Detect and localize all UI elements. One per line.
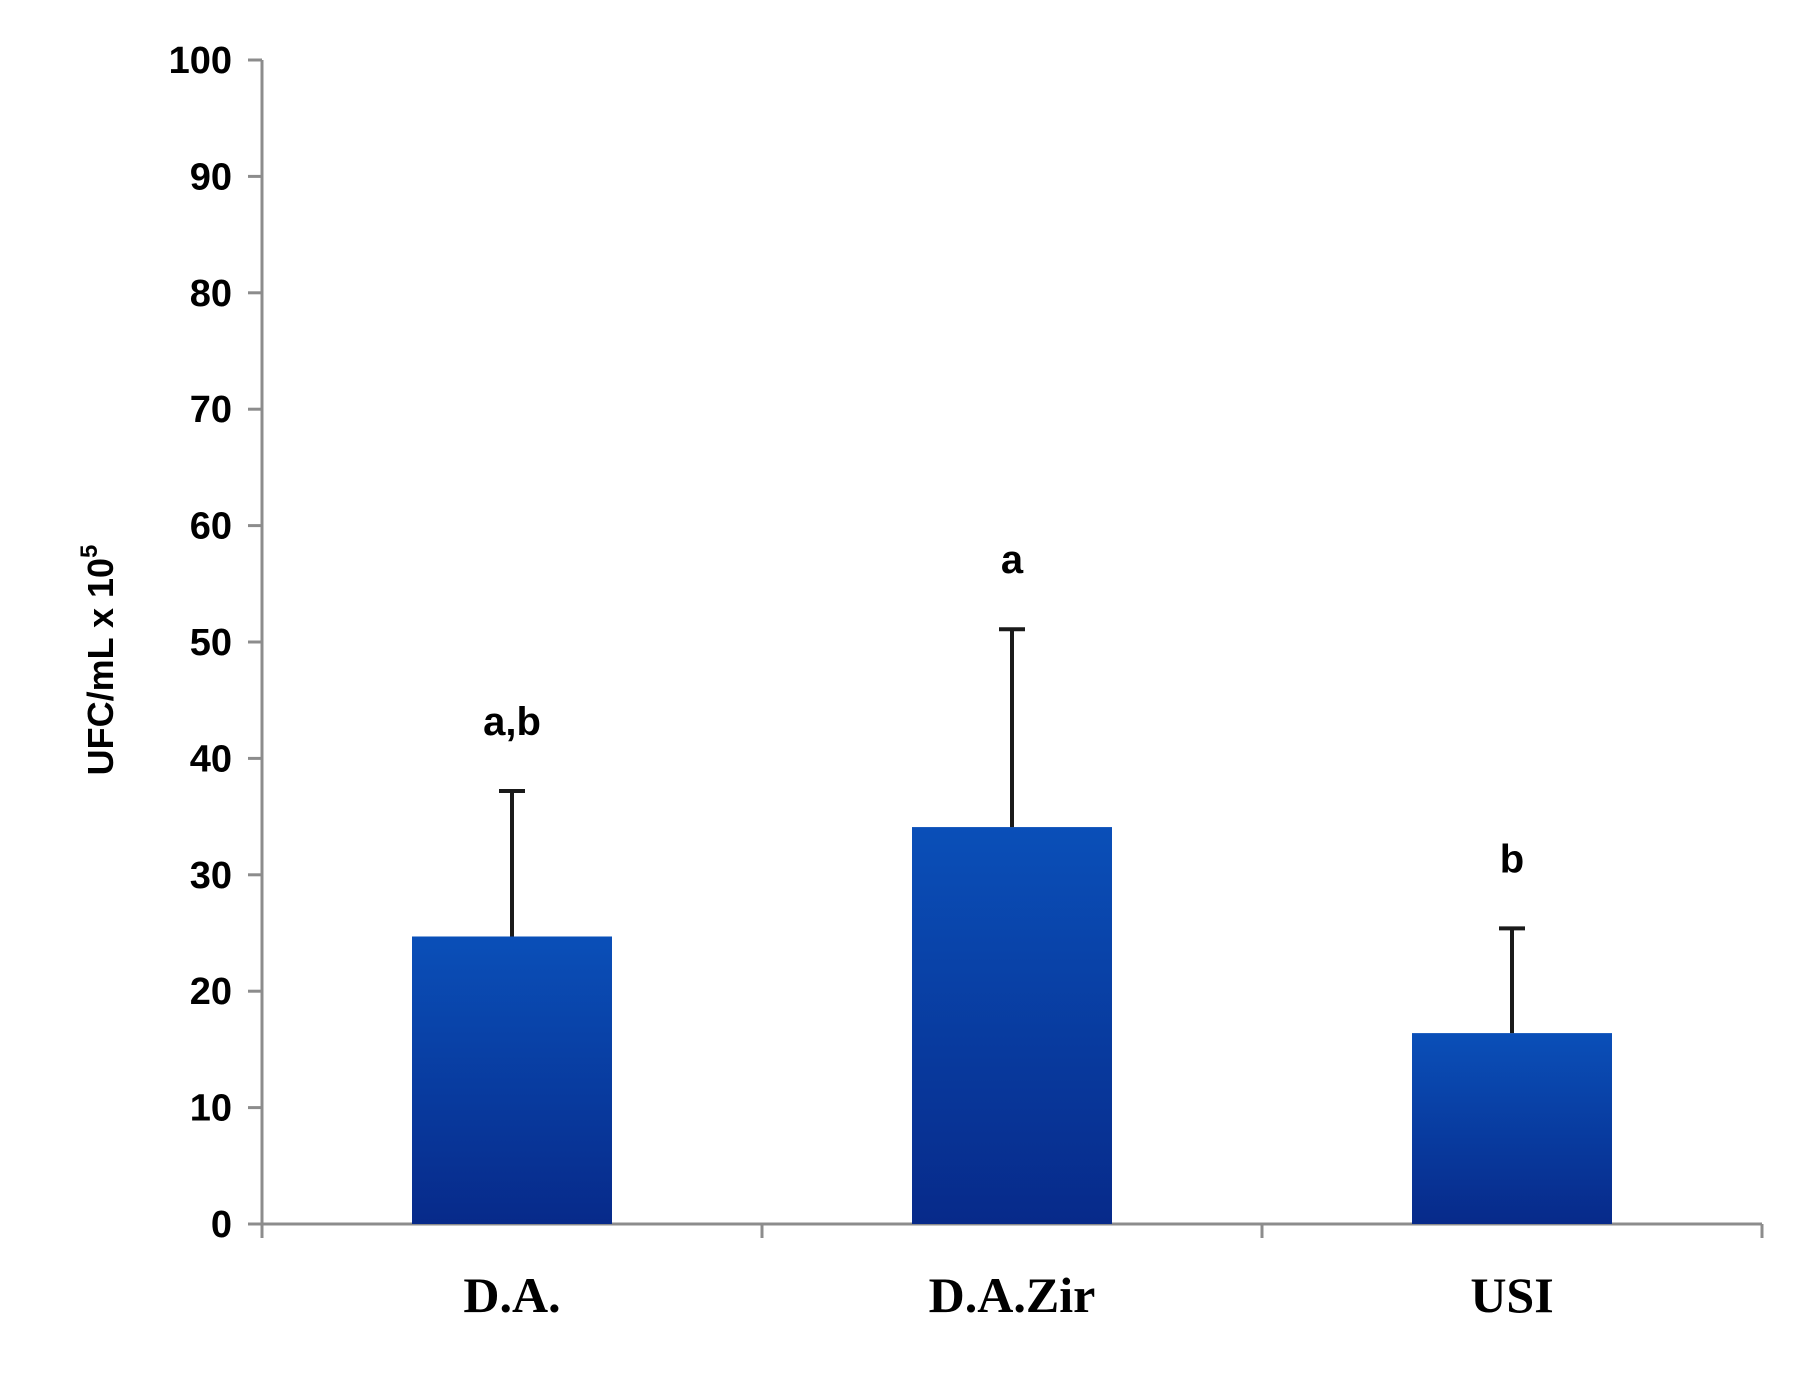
y-tick-label: 100 bbox=[169, 40, 232, 82]
bars bbox=[412, 827, 1612, 1224]
x-category-label: USI bbox=[1470, 1267, 1553, 1323]
y-tick-label: 10 bbox=[190, 1088, 232, 1130]
y-axis-label: UFC/mL x 105 bbox=[76, 545, 121, 776]
y-axis-label-main: UFC/mL x 10 bbox=[80, 558, 121, 775]
y-tick-label: 70 bbox=[190, 389, 232, 431]
y-tick-label: 90 bbox=[190, 156, 232, 198]
y-axis-label-superscript: 5 bbox=[76, 545, 103, 558]
x-category-label: D.A.Zir bbox=[929, 1267, 1096, 1323]
y-axis: 0 10 20 30 40 50 60 70 80 90 100 bbox=[169, 40, 264, 1246]
y-tick-label: 80 bbox=[190, 273, 232, 315]
significance-label: a bbox=[1001, 538, 1024, 582]
y-tick-label: 50 bbox=[190, 622, 232, 664]
y-tick-label: 40 bbox=[190, 738, 232, 780]
bar bbox=[912, 827, 1112, 1224]
y-tick-label: 20 bbox=[190, 971, 232, 1013]
y-tick-label: 30 bbox=[190, 855, 232, 897]
error-bars bbox=[499, 627, 1525, 1034]
significance-label: a,b bbox=[483, 700, 541, 744]
significance-labels: a,b a b bbox=[483, 538, 1524, 881]
significance-label: b bbox=[1500, 837, 1524, 881]
bar bbox=[1412, 1033, 1612, 1224]
y-tick-label: 0 bbox=[211, 1204, 232, 1246]
bar bbox=[412, 936, 612, 1224]
x-axis: D.A. D.A.Zir USI bbox=[260, 1222, 1764, 1323]
x-category-label: D.A. bbox=[463, 1267, 560, 1323]
y-tick-label: 60 bbox=[190, 506, 232, 548]
